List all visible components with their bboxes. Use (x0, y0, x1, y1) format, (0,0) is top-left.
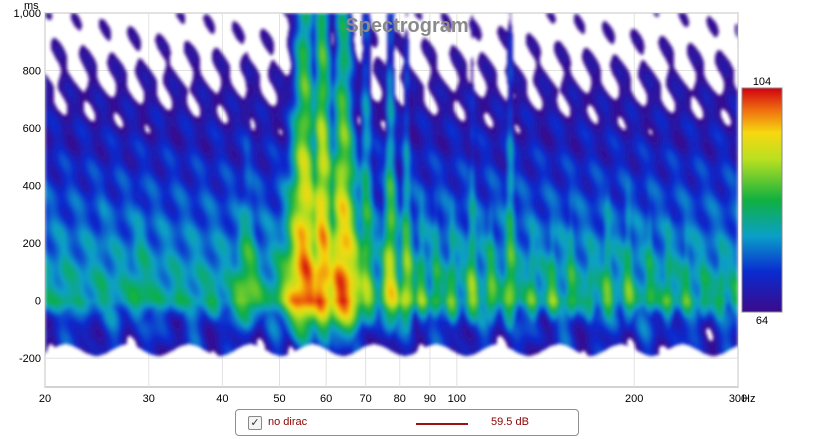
legend-series-swatch (416, 423, 468, 425)
chart-title: Spectrogram (345, 15, 468, 37)
x-tick-label: 300 (729, 393, 747, 405)
y-axis-unit: ms (24, 0, 39, 12)
x-tick-label: 200 (625, 393, 643, 405)
y-tick-label: 800 (23, 66, 41, 78)
x-tick-label: 30 (143, 393, 155, 405)
colorbar-min-label: 64 (756, 315, 768, 327)
x-tick-label: 70 (359, 393, 371, 405)
x-tick-label: 100 (448, 393, 466, 405)
x-tick-label: 20 (39, 393, 51, 405)
legend-series-value: 59.5 dB (491, 416, 529, 428)
spectrogram-heatmap (45, 13, 738, 387)
y-axis-ticks: 1,000 800 600 400 200 0 -200 (13, 8, 41, 365)
x-axis-ticks: 20 30 40 50 60 70 80 90 100 200 300 (39, 393, 747, 405)
x-tick-label: 50 (273, 393, 285, 405)
y-tick-label: 400 (23, 181, 41, 193)
y-tick-label: 0 (35, 296, 41, 308)
x-axis-unit: Hz (742, 393, 755, 405)
spectrogram-chart: Spectrogram 1,000 800 600 400 200 0 -200 20 30 4… (13, 0, 783, 405)
legend: ✓ no dirac 59.5 dB (235, 409, 579, 436)
y-tick-label: 1,000 (13, 8, 41, 20)
x-tick-label: 40 (216, 393, 228, 405)
colorbar (741, 87, 783, 313)
colorbar-max-label: 104 (753, 76, 771, 88)
x-tick-label: 60 (320, 393, 332, 405)
legend-series-name: no dirac (268, 416, 308, 428)
x-tick-label: 80 (394, 393, 406, 405)
legend-checkbox[interactable]: ✓ (248, 416, 262, 430)
x-tick-label: 90 (424, 393, 436, 405)
y-tick-label: -200 (19, 353, 41, 365)
y-tick-label: 600 (23, 123, 41, 135)
y-tick-label: 200 (23, 238, 41, 250)
